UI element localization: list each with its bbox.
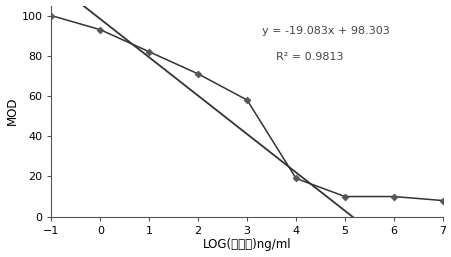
Y-axis label: MOD: MOD [5, 97, 18, 125]
Text: R² = 0.9813: R² = 0.9813 [276, 52, 343, 62]
X-axis label: LOG(竞争物)ng/ml: LOG(竞争物)ng/ml [202, 238, 291, 251]
Text: y = -19.083x + 98.303: y = -19.083x + 98.303 [261, 26, 389, 36]
